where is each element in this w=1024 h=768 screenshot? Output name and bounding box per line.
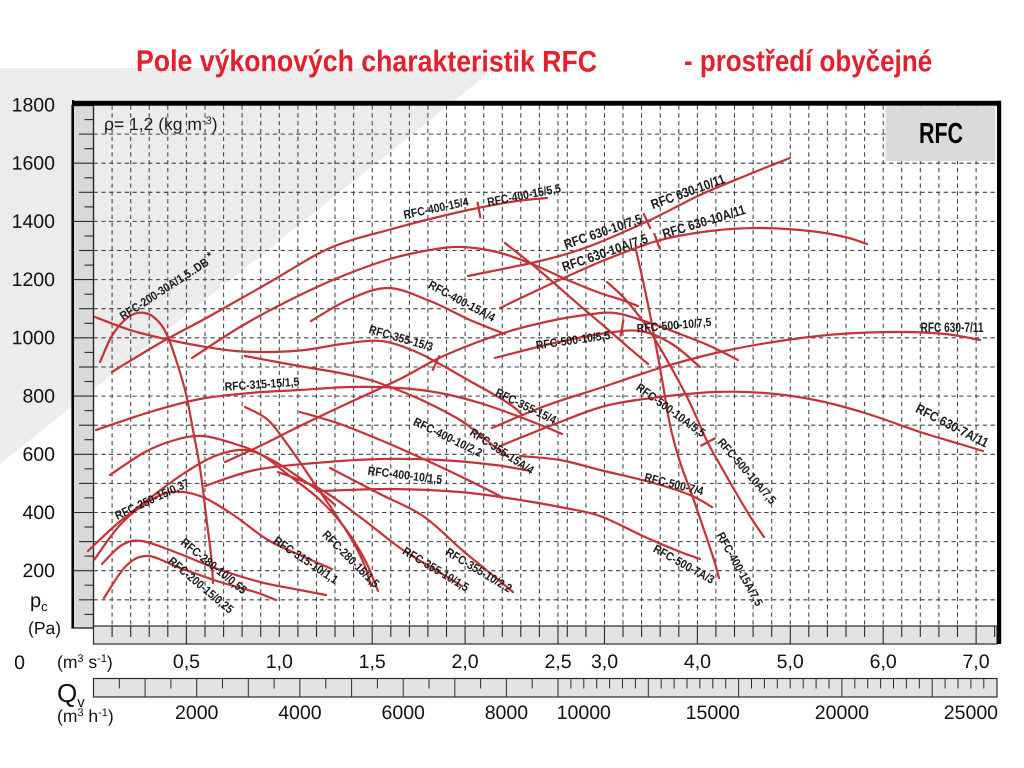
svg-text:RFC 630-7/11: RFC 630-7/11 xyxy=(921,320,984,336)
svg-text:- prostředí obyčejné: - prostředí obyčejné xyxy=(684,45,932,78)
svg-text:(Pa): (Pa) xyxy=(28,618,61,638)
svg-text:25000: 25000 xyxy=(944,702,998,724)
svg-text:0: 0 xyxy=(14,652,25,674)
svg-text:2,0: 2,0 xyxy=(452,651,479,673)
svg-text:0,5: 0,5 xyxy=(173,651,200,673)
svg-text:3,0: 3,0 xyxy=(591,651,618,673)
svg-text:15000: 15000 xyxy=(686,702,740,724)
svg-text:6,0: 6,0 xyxy=(870,651,897,673)
svg-text:1400: 1400 xyxy=(12,211,56,233)
svg-text:200: 200 xyxy=(22,560,55,582)
svg-text:ρ= 1,2 (kg m-3): ρ= 1,2 (kg m-3) xyxy=(104,114,218,134)
svg-text:5,0: 5,0 xyxy=(777,651,804,673)
svg-text:RFC: RFC xyxy=(919,118,963,150)
svg-text:400: 400 xyxy=(22,502,55,524)
svg-text:7,0: 7,0 xyxy=(962,651,989,673)
svg-text:2000: 2000 xyxy=(175,702,219,724)
svg-text:1800: 1800 xyxy=(12,94,56,116)
svg-text:1,0: 1,0 xyxy=(266,651,293,673)
svg-text:800: 800 xyxy=(22,386,55,408)
svg-text:8000: 8000 xyxy=(485,702,529,724)
svg-text:2,5: 2,5 xyxy=(544,651,571,673)
svg-text:1000: 1000 xyxy=(12,327,56,349)
svg-text:10000: 10000 xyxy=(557,702,611,724)
svg-text:4000: 4000 xyxy=(278,702,322,724)
svg-text:1,5: 1,5 xyxy=(359,651,386,673)
svg-text:Pole výkonových charakteristik: Pole výkonových charakteristik RFC xyxy=(136,45,597,79)
svg-text:20000: 20000 xyxy=(815,702,869,724)
svg-text:RFC-315-15/1,5: RFC-315-15/1,5 xyxy=(224,376,299,394)
svg-text:6000: 6000 xyxy=(381,702,425,724)
svg-text:1200: 1200 xyxy=(12,269,56,291)
svg-text:4,0: 4,0 xyxy=(684,651,711,673)
svg-text:600: 600 xyxy=(22,444,55,466)
svg-text:1600: 1600 xyxy=(12,153,56,175)
